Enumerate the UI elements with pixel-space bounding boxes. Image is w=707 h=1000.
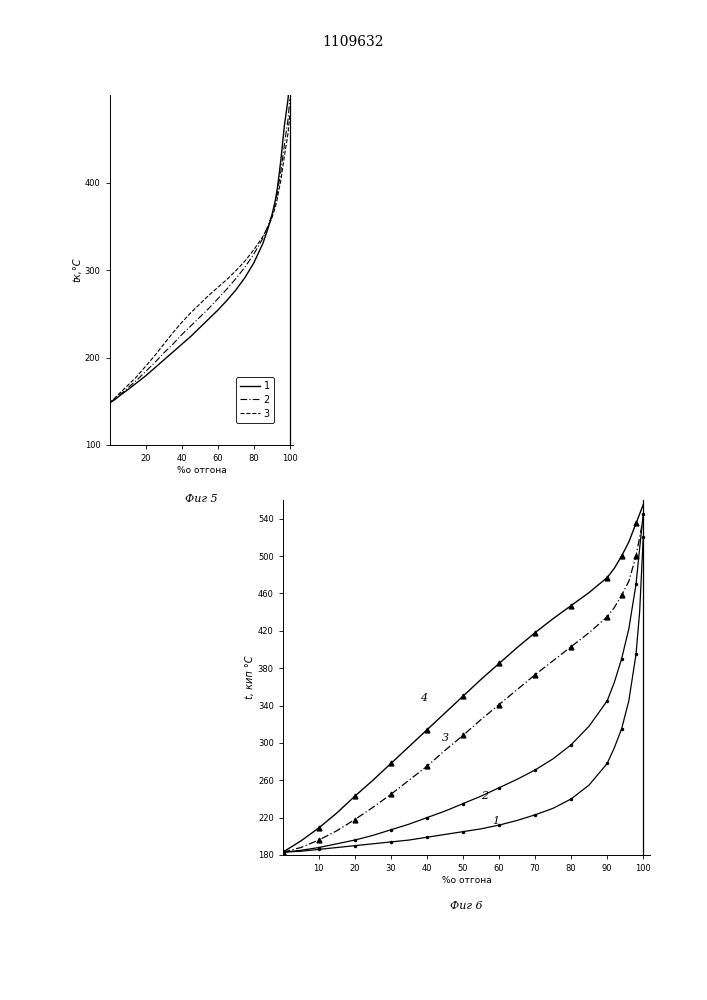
Text: 1109632: 1109632 xyxy=(323,35,384,49)
Legend: 1, 2, 3: 1, 2, 3 xyxy=(236,377,274,423)
Y-axis label: t, кип °C: t, кип °C xyxy=(245,656,255,699)
Text: 2: 2 xyxy=(481,791,488,801)
X-axis label: %о отгона: %о отгона xyxy=(442,876,491,885)
Text: 4: 4 xyxy=(420,693,427,703)
Y-axis label: tк,°C: tк,°C xyxy=(72,258,82,282)
Text: 3: 3 xyxy=(441,733,448,743)
Text: 1: 1 xyxy=(492,816,499,826)
Text: Фиг 6: Фиг 6 xyxy=(450,901,483,911)
Text: Фиг 5: Фиг 5 xyxy=(185,494,218,504)
X-axis label: %о отгона: %о отгона xyxy=(177,466,226,475)
